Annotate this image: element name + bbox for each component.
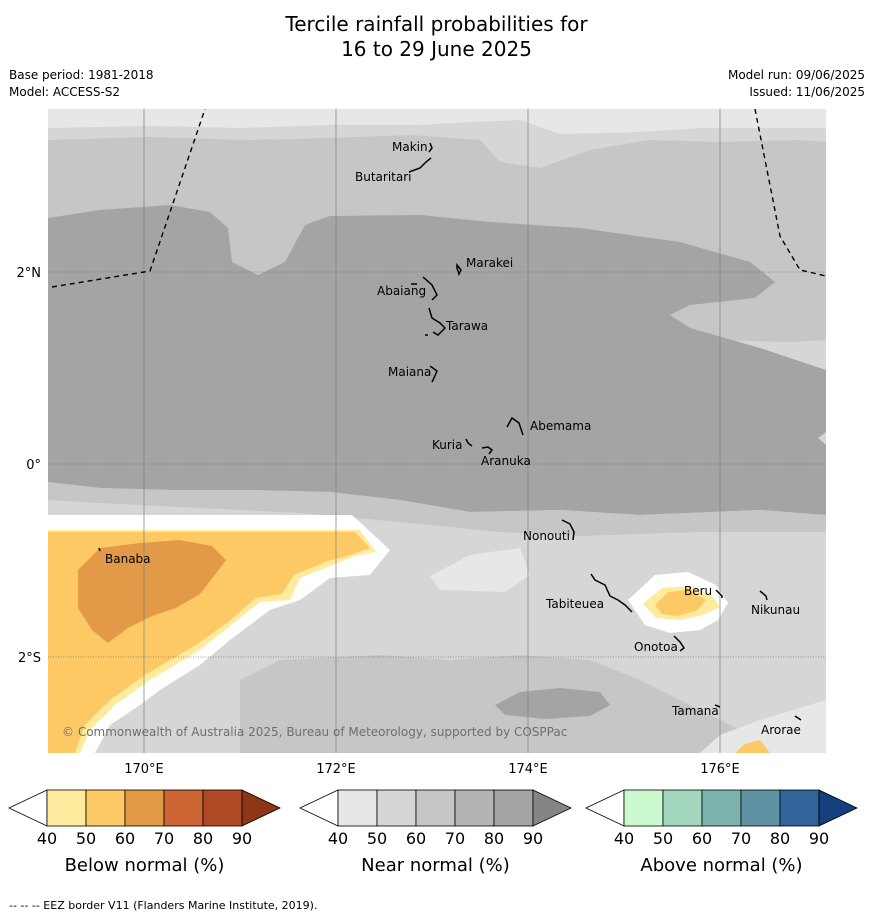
beru-50-60	[655, 590, 706, 616]
below-normal-legend-swatch	[202, 789, 243, 827]
place-arorae: Arorae	[761, 723, 801, 737]
near-normal-40-50-north	[48, 109, 826, 134]
above-normal-legend: 40 50 60 70 80 90 Above normal (%)	[585, 789, 858, 876]
below-normal-legend-swatch	[46, 789, 87, 827]
lon-label-174: 174°E	[508, 762, 548, 777]
near-normal-40-50-patch-se	[700, 700, 826, 753]
below-normal-legend-swatch	[85, 789, 126, 827]
title-line-1: Tercile rainfall probabilities for	[285, 12, 588, 36]
place-abaiang: Abaiang	[377, 284, 426, 298]
near-normal-legend-tick: 80	[484, 829, 504, 848]
near-normal-legend-tick: 70	[445, 829, 465, 848]
near-normal-legend-tick: 50	[367, 829, 387, 848]
place-aranuka: Aranuka	[481, 454, 531, 468]
above-normal-legend-min-cap	[585, 789, 625, 827]
map-title: Tercile rainfall probabilities for 16 to…	[0, 12, 873, 62]
below-normal-legend-tick: 70	[154, 829, 174, 848]
lat-axis-labels: 2°N 0° 2°S	[17, 266, 42, 666]
lat-label-2n: 2°N	[17, 266, 42, 281]
place-marakei: Marakei	[466, 256, 513, 270]
base-period: Base period: 1981-2018	[9, 68, 154, 82]
below-normal-legend-label: Below normal (%)	[65, 855, 225, 876]
footer-note: -- -- -- EEZ border V11 (Flanders Marine…	[9, 899, 318, 912]
above-normal-legend-swatch	[779, 789, 820, 827]
meta-right: Model run: 09/06/2025 Issued: 11/06/2025	[728, 67, 865, 101]
arorae-50-60	[735, 740, 770, 753]
below-normal-legend-tick: 80	[193, 829, 213, 848]
lon-label-170: 170°E	[124, 762, 164, 777]
place-makin: Makin	[392, 140, 428, 154]
lon-axis-labels: 170°E 172°E 174°E 176°E	[124, 762, 740, 777]
near-normal-legend-label: Near normal (%)	[361, 855, 510, 876]
place-banaba: Banaba	[105, 552, 151, 566]
below-normal-legend-min-cap	[8, 789, 48, 827]
legends: 40 50 60 70 80 90 Below normal (%) 40 50 60 70 80 90…	[8, 789, 858, 876]
near-normal-60-70-south	[48, 482, 826, 536]
below-normal-legend-tick: 50	[76, 829, 96, 848]
model-name: Model: ACCESS-S2	[9, 85, 121, 99]
model-run: Model run: 09/06/2025	[727, 68, 865, 82]
near-normal-legend: 40 50 60 70 80 90 Near normal (%)	[299, 789, 572, 876]
place-butaritari: Butaritari	[355, 170, 412, 184]
below-normal-legend-swatch	[124, 789, 165, 827]
near-normal-legend-tick: 90	[523, 829, 543, 848]
islands	[98, 142, 802, 721]
above-normal-legend-swatch	[662, 789, 703, 827]
near-normal-legend-swatch	[415, 789, 456, 827]
above-normal-legend-tick: 90	[809, 829, 829, 848]
near-normal-legend-swatch	[454, 789, 495, 827]
lat-label-0: 0°	[26, 458, 41, 473]
place-beru: Beru	[684, 584, 712, 598]
below-normal-legend-tick: 40	[37, 829, 57, 848]
near-normal-legend-swatch	[337, 789, 378, 827]
near-normal-legend-max-cap	[532, 789, 572, 827]
probability-map: Makin Butaritari Marakei Abaiang Tarawa …	[48, 109, 826, 753]
near-normal-70-80	[48, 205, 826, 515]
place-maiana: Maiana	[388, 365, 431, 379]
copyright-text: © Commonwealth of Australia 2025, Bureau…	[62, 725, 567, 739]
near-normal-legend-tick: 60	[406, 829, 426, 848]
place-tamana: Tamana	[671, 704, 719, 718]
above-normal-legend-max-cap	[818, 789, 858, 827]
above-normal-legend-tick: 60	[692, 829, 712, 848]
gridlines	[143, 109, 721, 753]
above-normal-legend-swatch	[701, 789, 742, 827]
near-normal-70-80-patch	[495, 688, 610, 719]
lat-gridlines	[48, 271, 826, 658]
eez-border	[51, 109, 826, 288]
below-normal-legend-tick: 90	[232, 829, 252, 848]
issued-date: Issued: 11/06/2025	[749, 85, 865, 99]
below-normal-legend: 40 50 60 70 80 90 Below normal (%)	[8, 789, 281, 876]
below-normal-legend-swatch	[163, 789, 204, 827]
place-abemama: Abemama	[530, 419, 591, 433]
near-normal-legend-min-cap	[299, 789, 339, 827]
place-kuria: Kuria	[432, 438, 463, 452]
place-nikunau: Nikunau	[751, 603, 800, 617]
lon-label-176: 176°E	[700, 762, 740, 777]
lon-label-172: 172°E	[316, 762, 356, 777]
near-normal-40-50-patch	[430, 548, 530, 592]
above-normal-legend-swatch	[623, 789, 664, 827]
lat-label-2s: 2°S	[18, 651, 41, 666]
above-normal-legend-tick: 70	[731, 829, 751, 848]
above-normal-legend-tick: 40	[614, 829, 634, 848]
near-normal-legend-tick: 40	[328, 829, 348, 848]
title-line-2: 16 to 29 June 2025	[341, 37, 532, 61]
place-labels: Makin Butaritari Marakei Abaiang Tarawa …	[105, 140, 801, 737]
near-normal-legend-swatch	[493, 789, 534, 827]
below-normal-60-70	[78, 540, 226, 643]
near-normal-legend-swatch	[376, 789, 417, 827]
below-normal-legend-tick: 60	[115, 829, 135, 848]
below-normal-legend-max-cap	[241, 789, 281, 827]
meta-left: Base period: 1981-2018 Model: ACCESS-S2	[9, 67, 154, 101]
place-nonouti: Nonouti	[523, 529, 570, 543]
above-normal-legend-tick: 80	[770, 829, 790, 848]
place-onotoa: Onotoa	[634, 640, 678, 654]
above-normal-legend-tick: 50	[653, 829, 673, 848]
place-tabiteuea: Tabiteuea	[545, 597, 604, 611]
place-tarawa: Tarawa	[445, 319, 488, 333]
above-normal-legend-swatch	[740, 789, 781, 827]
above-normal-legend-label: Above normal (%)	[640, 855, 802, 876]
